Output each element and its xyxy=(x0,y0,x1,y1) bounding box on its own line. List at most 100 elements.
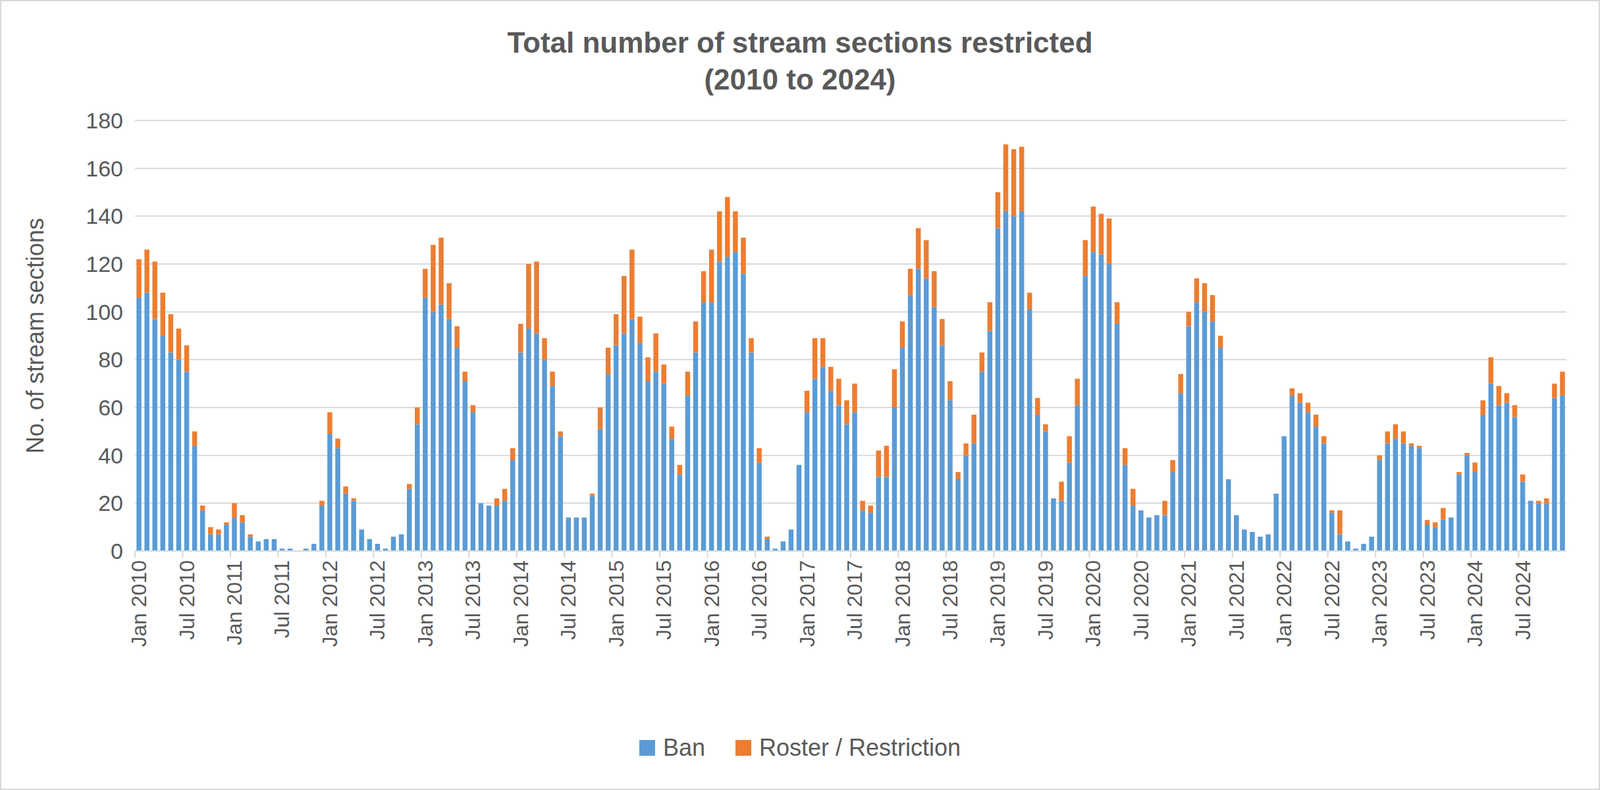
bar xyxy=(470,404,476,413)
bar xyxy=(526,264,531,329)
bar xyxy=(144,249,149,293)
bar xyxy=(1409,443,1414,447)
x-tick xyxy=(1040,551,1043,558)
legend-label: Roster / Restriction xyxy=(759,734,961,762)
bar xyxy=(597,407,603,430)
x-tick xyxy=(850,551,852,558)
bar xyxy=(1114,323,1120,552)
bar xyxy=(335,438,340,449)
bar xyxy=(1416,448,1422,552)
bar xyxy=(1424,520,1430,525)
bar xyxy=(1202,312,1207,552)
bar xyxy=(867,512,873,552)
bar xyxy=(1138,510,1144,511)
grid-line xyxy=(134,358,1567,361)
bar xyxy=(454,347,459,552)
bar xyxy=(1019,146,1024,212)
x-tick xyxy=(420,551,423,558)
bar xyxy=(685,372,691,396)
bar xyxy=(1273,493,1279,552)
x-tick-label: Jul 2010 xyxy=(175,560,199,640)
bar xyxy=(820,366,826,552)
bar xyxy=(391,536,396,538)
bar xyxy=(533,333,539,552)
bar xyxy=(900,321,905,348)
x-tick xyxy=(707,551,709,558)
bar xyxy=(947,381,953,401)
bar xyxy=(931,271,937,308)
bar xyxy=(541,359,547,552)
bar xyxy=(1432,527,1438,552)
bar xyxy=(987,331,993,552)
bar xyxy=(144,293,149,552)
x-tick-label: Jul 2011 xyxy=(269,560,294,639)
bar xyxy=(486,505,492,506)
bar xyxy=(1448,517,1454,552)
x-tick xyxy=(563,551,565,558)
bar xyxy=(350,501,356,552)
bar xyxy=(923,240,929,279)
title-line: (2010 to 2024) xyxy=(703,63,896,96)
bar xyxy=(1074,404,1080,552)
bar xyxy=(836,404,841,552)
y-tick-label: 160 xyxy=(85,156,124,182)
bar xyxy=(812,378,818,552)
grid-line xyxy=(134,215,1567,217)
bar xyxy=(1011,149,1016,217)
bar xyxy=(430,312,436,552)
bar xyxy=(1186,312,1192,327)
bar xyxy=(160,335,166,552)
y-tick-label: 40 xyxy=(98,443,124,469)
bar xyxy=(462,381,467,552)
bar xyxy=(358,529,364,531)
bar xyxy=(796,464,802,466)
bar xyxy=(979,352,985,372)
bar xyxy=(1130,505,1136,552)
y-tick-label: 100 xyxy=(85,299,124,325)
bar xyxy=(1202,283,1207,313)
bar xyxy=(955,479,960,552)
bar xyxy=(1042,424,1048,432)
bar xyxy=(223,524,229,552)
bar xyxy=(724,256,730,552)
bar xyxy=(780,541,786,542)
x-tick xyxy=(1374,551,1377,558)
bar xyxy=(541,338,547,361)
bar xyxy=(1019,211,1024,552)
grid-line xyxy=(134,502,1567,504)
bar xyxy=(1393,424,1398,439)
bar xyxy=(947,400,953,552)
bar xyxy=(1401,431,1406,444)
title: Total number of stream sections restrict… xyxy=(506,26,1093,96)
y-tick-label: 140 xyxy=(85,203,124,229)
bar xyxy=(979,372,985,552)
bar xyxy=(478,503,484,504)
bar xyxy=(1289,395,1295,552)
bar xyxy=(804,391,810,413)
bar xyxy=(1528,500,1533,502)
bar xyxy=(876,476,881,552)
bar xyxy=(1130,489,1136,506)
bar xyxy=(215,529,221,534)
x-tick-label: Jan 2020 xyxy=(1081,560,1105,648)
grid-line xyxy=(134,454,1567,457)
bar xyxy=(939,345,945,552)
bar xyxy=(884,445,889,477)
bar xyxy=(1241,529,1247,552)
bar xyxy=(907,294,913,552)
bar xyxy=(1273,493,1279,494)
x-tick-label: Jan 2011 xyxy=(222,560,247,646)
bar xyxy=(1376,455,1382,461)
bar xyxy=(438,304,444,552)
bar xyxy=(693,352,698,552)
bar xyxy=(1194,278,1200,303)
x-tick xyxy=(516,551,518,558)
bar xyxy=(422,297,428,552)
x-tick-label: Jan 2019 xyxy=(985,560,1010,648)
x-tick-label: Jan 2013 xyxy=(413,560,438,648)
bar xyxy=(327,433,332,552)
bar xyxy=(963,455,968,552)
bar xyxy=(1393,438,1398,552)
bar xyxy=(184,372,189,552)
bar xyxy=(740,273,746,552)
